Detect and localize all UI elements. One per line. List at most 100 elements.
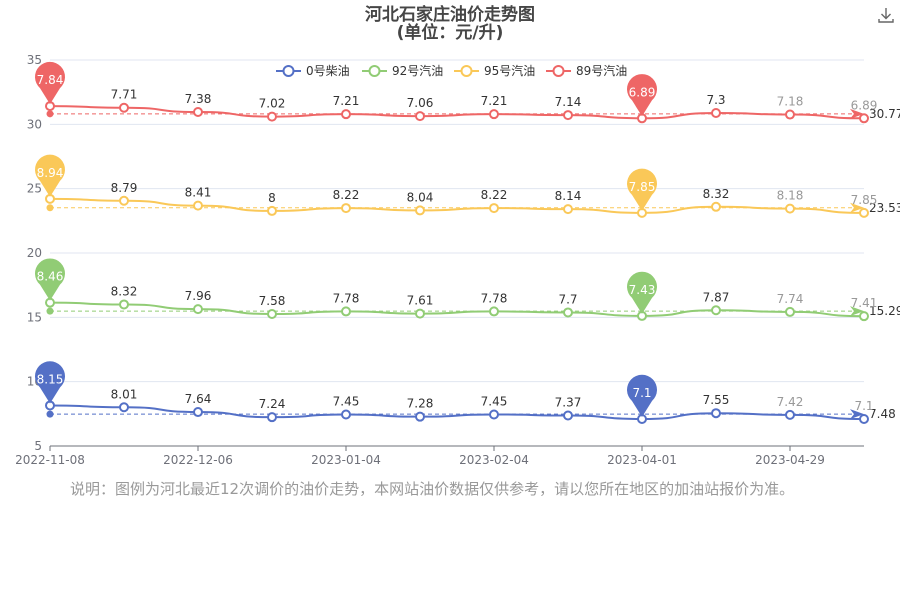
- data-point: [711, 408, 721, 419]
- data-point: [489, 203, 499, 214]
- data-label: 8.41: [185, 186, 212, 200]
- data-point: [267, 412, 277, 423]
- legend-item[interactable]: 0号柴油: [276, 64, 350, 78]
- pin-marker: 8.94: [35, 154, 65, 197]
- data-label: 7.55: [703, 393, 730, 407]
- data-label: 7.3: [706, 93, 725, 107]
- data-label: 7.21: [333, 94, 360, 108]
- pin-marker: 7.1: [627, 374, 658, 417]
- series-3: 30.77 7.71 7.38 7.02 7.21 7.06 7.21 7.14 7.3 7.18…: [35, 61, 900, 124]
- legend-item[interactable]: 92号汽油: [362, 63, 443, 78]
- data-label: 8.14: [555, 189, 582, 203]
- pin-shape: [35, 154, 65, 197]
- data-point: [341, 203, 351, 214]
- data-point: [119, 402, 129, 413]
- legend-item[interactable]: 95号汽油: [454, 63, 535, 78]
- data-label: 7.45: [481, 394, 508, 408]
- pin-shape: [627, 74, 657, 117]
- pin-label: 6.89: [629, 85, 656, 99]
- data-label: 8.79: [111, 181, 138, 195]
- series-0: 7.48 8.01 7.64 7.24 7.45 7.28 7.45 7.37 7.55 7.42…: [35, 361, 896, 424]
- data-label: 7.24: [259, 397, 286, 411]
- data-label: 7.06: [407, 96, 434, 110]
- average-label: 7.48: [869, 407, 896, 421]
- pin-label: 8.94: [37, 166, 64, 180]
- x-tick-label: 2023-01-04: [311, 453, 381, 467]
- data-label: 7.58: [259, 294, 286, 308]
- data-point: [563, 307, 573, 318]
- data-point: [415, 411, 425, 422]
- legend-marker: [368, 65, 381, 77]
- y-tick-label: 20: [27, 246, 42, 260]
- average-arrow: [850, 202, 864, 213]
- series-line: [49, 105, 865, 120]
- data-point: [267, 308, 277, 319]
- data-label: 8.22: [481, 188, 508, 202]
- data-point: [859, 113, 869, 124]
- data-label: 7.37: [555, 396, 582, 410]
- pin-label: 8.46: [37, 270, 64, 284]
- average-label: 23.53: [869, 201, 900, 215]
- data-label: 7.61: [407, 294, 434, 308]
- y-tick-label: 5: [34, 439, 42, 453]
- x-tick-label: 2022-12-06: [163, 453, 233, 467]
- data-label: 6.89: [851, 98, 878, 112]
- data-point: [415, 308, 425, 319]
- data-point: [785, 203, 795, 214]
- data-label: 8.04: [407, 190, 434, 204]
- pin-marker: 7.84: [35, 61, 65, 105]
- data-point: [785, 409, 795, 420]
- data-label: 7.78: [481, 291, 508, 305]
- data-point: [341, 409, 351, 420]
- pin-marker: 8.15: [35, 361, 65, 404]
- data-label: 7.7: [558, 292, 577, 306]
- data-point: [711, 201, 721, 212]
- data-point: [119, 299, 129, 310]
- x-tick-label: 2023-04-29: [755, 453, 825, 467]
- pin-marker: 6.89: [627, 74, 657, 117]
- pin-label: 7.85: [629, 180, 656, 194]
- average-label: 15.29: [869, 304, 900, 318]
- pin-marker: 7.43: [627, 271, 658, 314]
- data-point: [489, 109, 499, 120]
- data-label: 8: [268, 191, 276, 205]
- grid-lines: [50, 59, 864, 383]
- average-arrow: [850, 306, 864, 317]
- series-2: 23.53 8.79 8.41 8 8.22 8.04 8.22 8.14 8.32 8.18 7.…: [35, 154, 900, 218]
- chart-subtitle: (单位：元/升): [397, 22, 504, 43]
- download-icon[interactable]: [878, 8, 894, 23]
- legend-marker: [460, 65, 473, 77]
- data-point: [193, 106, 203, 117]
- legend-item[interactable]: 89号汽油: [546, 63, 627, 78]
- data-label: 7.78: [333, 291, 360, 305]
- pin-shape: [35, 61, 65, 105]
- y-tick-label: 25: [27, 182, 42, 196]
- data-label: 7.21: [481, 94, 508, 108]
- legend-label: 95号汽油: [484, 63, 535, 78]
- data-label: 8.32: [111, 284, 138, 298]
- y-tick-label: 30: [27, 117, 42, 131]
- data-point: [489, 306, 499, 317]
- data-point: [341, 109, 351, 120]
- legend[interactable]: 0号柴油 92号汽油 95号汽油 89号汽油: [276, 63, 627, 78]
- data-label: 8.01: [111, 387, 138, 401]
- pin-shape: [35, 258, 65, 301]
- data-point: [785, 109, 795, 120]
- pin-marker: 8.46: [35, 258, 65, 301]
- series-line: [49, 301, 865, 318]
- pin-shape: [627, 271, 658, 314]
- data-point: [193, 407, 203, 418]
- legend-label: 0号柴油: [306, 64, 350, 78]
- data-label: 7.14: [555, 95, 582, 109]
- footnote: 说明：图例为河北最近12次调价的油价走势，本网站油价数据仅供参考，请以您所在地区…: [70, 480, 795, 498]
- x-tick-label: 2023-04-01: [607, 453, 677, 467]
- data-point: [119, 102, 129, 113]
- y-tick-label: 35: [27, 53, 42, 67]
- data-point: [859, 413, 869, 424]
- data-point: [859, 311, 869, 322]
- x-tick-label: 2022-11-08: [15, 453, 85, 467]
- data-point: [859, 207, 869, 218]
- plot-area: 7.48 8.01 7.64 7.24 7.45 7.28 7.45 7.37 7.55 7.42…: [35, 61, 900, 424]
